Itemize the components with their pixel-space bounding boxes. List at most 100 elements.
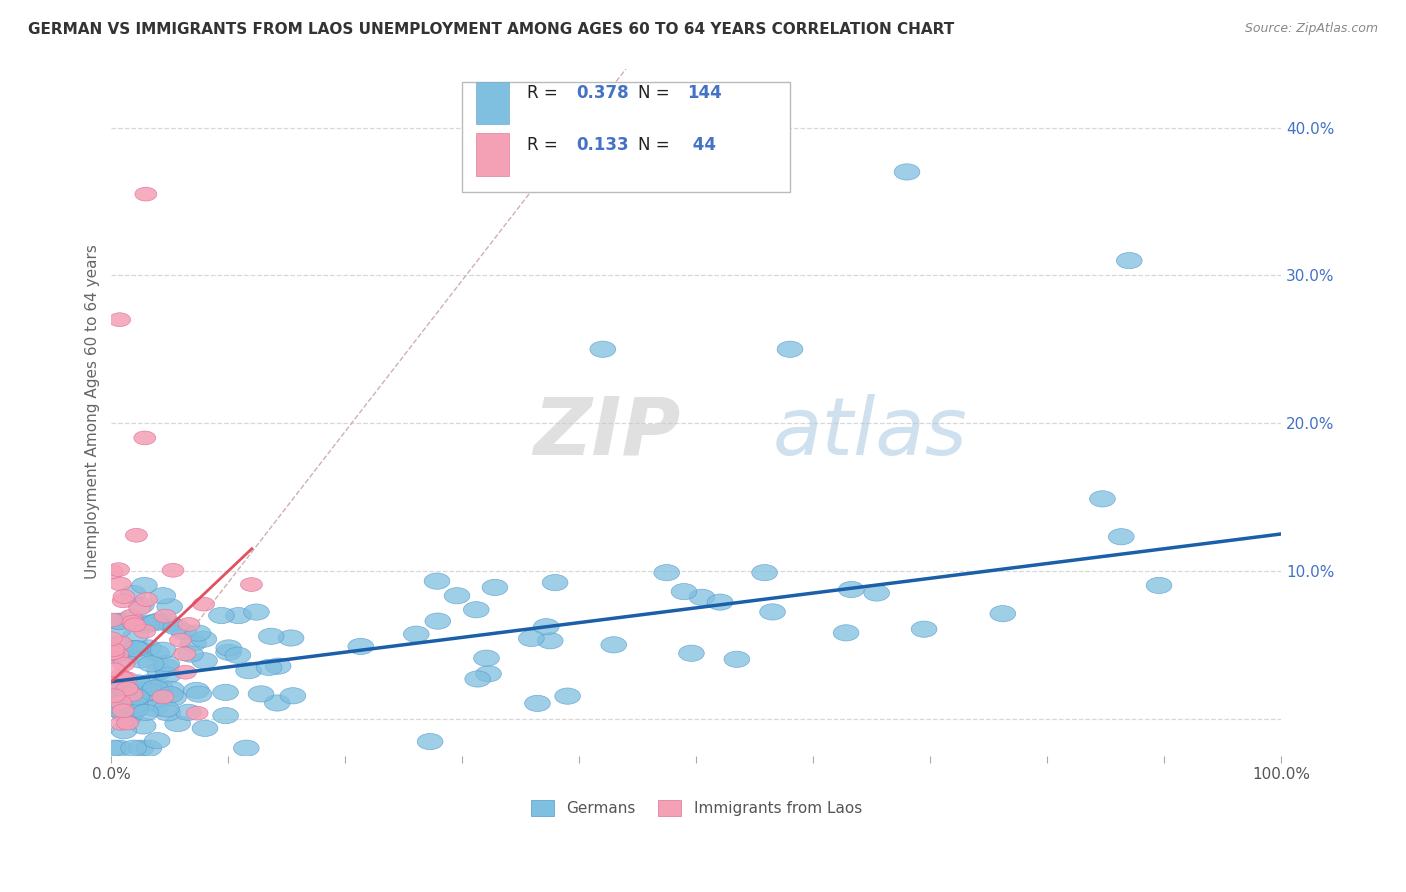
Ellipse shape	[112, 651, 138, 667]
Ellipse shape	[122, 702, 148, 718]
Ellipse shape	[110, 696, 131, 709]
Ellipse shape	[108, 313, 131, 326]
Ellipse shape	[125, 674, 150, 691]
Ellipse shape	[176, 704, 201, 721]
Ellipse shape	[108, 638, 134, 654]
Ellipse shape	[215, 644, 242, 660]
Ellipse shape	[186, 706, 208, 720]
Ellipse shape	[117, 611, 143, 627]
Ellipse shape	[100, 685, 125, 701]
Ellipse shape	[474, 650, 499, 666]
Ellipse shape	[181, 635, 207, 651]
Y-axis label: Unemployment Among Ages 60 to 64 years: Unemployment Among Ages 60 to 64 years	[86, 244, 100, 580]
FancyBboxPatch shape	[463, 82, 790, 192]
Ellipse shape	[135, 592, 157, 607]
Ellipse shape	[464, 601, 489, 618]
FancyBboxPatch shape	[477, 134, 509, 176]
Ellipse shape	[418, 733, 443, 749]
Ellipse shape	[135, 615, 160, 632]
Ellipse shape	[112, 657, 135, 671]
Text: R =: R =	[527, 84, 562, 102]
Ellipse shape	[247, 686, 274, 702]
Ellipse shape	[103, 663, 125, 677]
Text: R =: R =	[527, 136, 562, 153]
Ellipse shape	[112, 680, 138, 696]
Ellipse shape	[128, 597, 155, 614]
Ellipse shape	[278, 630, 304, 646]
Ellipse shape	[193, 720, 218, 737]
Ellipse shape	[134, 431, 156, 445]
Ellipse shape	[150, 642, 176, 658]
Ellipse shape	[114, 682, 139, 698]
Ellipse shape	[225, 648, 250, 664]
Ellipse shape	[115, 707, 141, 723]
Ellipse shape	[543, 574, 568, 591]
Ellipse shape	[110, 669, 132, 683]
Ellipse shape	[112, 704, 134, 718]
Ellipse shape	[280, 688, 305, 704]
Ellipse shape	[689, 589, 714, 606]
Ellipse shape	[143, 645, 170, 661]
Ellipse shape	[105, 689, 131, 706]
Ellipse shape	[233, 740, 259, 756]
Ellipse shape	[142, 680, 169, 697]
Ellipse shape	[104, 701, 129, 717]
Ellipse shape	[170, 633, 191, 647]
Ellipse shape	[533, 619, 560, 635]
Ellipse shape	[132, 577, 157, 593]
Ellipse shape	[153, 656, 180, 672]
Ellipse shape	[100, 632, 122, 646]
Ellipse shape	[124, 618, 146, 632]
Text: 0.378: 0.378	[576, 84, 628, 102]
Ellipse shape	[990, 606, 1015, 622]
Ellipse shape	[150, 588, 176, 604]
Ellipse shape	[128, 652, 153, 668]
Ellipse shape	[157, 615, 183, 632]
Ellipse shape	[125, 640, 150, 657]
Ellipse shape	[110, 677, 135, 693]
Ellipse shape	[186, 686, 212, 702]
Text: N =: N =	[638, 136, 675, 153]
Ellipse shape	[155, 609, 176, 623]
Ellipse shape	[225, 607, 252, 624]
Ellipse shape	[184, 682, 209, 698]
Ellipse shape	[347, 639, 374, 655]
Ellipse shape	[679, 645, 704, 661]
Ellipse shape	[475, 665, 502, 682]
Ellipse shape	[671, 583, 697, 599]
Ellipse shape	[191, 631, 217, 648]
Ellipse shape	[174, 647, 195, 661]
Ellipse shape	[131, 718, 156, 734]
Ellipse shape	[155, 705, 181, 721]
Ellipse shape	[153, 701, 179, 717]
Ellipse shape	[212, 707, 239, 723]
Ellipse shape	[170, 624, 197, 640]
Ellipse shape	[191, 653, 218, 669]
Ellipse shape	[208, 607, 235, 624]
Ellipse shape	[155, 667, 181, 683]
Ellipse shape	[103, 643, 124, 657]
Ellipse shape	[404, 626, 429, 642]
Ellipse shape	[124, 701, 149, 717]
Ellipse shape	[136, 674, 162, 691]
Ellipse shape	[101, 565, 124, 579]
Ellipse shape	[122, 640, 148, 657]
Ellipse shape	[217, 640, 242, 656]
Ellipse shape	[114, 688, 139, 705]
Ellipse shape	[105, 614, 132, 630]
Ellipse shape	[600, 637, 627, 653]
Ellipse shape	[105, 696, 132, 712]
Ellipse shape	[136, 740, 162, 756]
Text: atlas: atlas	[772, 393, 967, 472]
Ellipse shape	[134, 705, 159, 721]
Ellipse shape	[425, 573, 450, 590]
Ellipse shape	[778, 341, 803, 358]
Ellipse shape	[110, 577, 131, 591]
Ellipse shape	[193, 598, 215, 611]
Ellipse shape	[159, 681, 184, 698]
Ellipse shape	[136, 640, 162, 657]
Ellipse shape	[894, 164, 920, 180]
Text: GERMAN VS IMMIGRANTS FROM LAOS UNEMPLOYMENT AMONG AGES 60 TO 64 YEARS CORRELATIO: GERMAN VS IMMIGRANTS FROM LAOS UNEMPLOYM…	[28, 22, 955, 37]
Ellipse shape	[112, 590, 135, 603]
Ellipse shape	[153, 659, 179, 675]
